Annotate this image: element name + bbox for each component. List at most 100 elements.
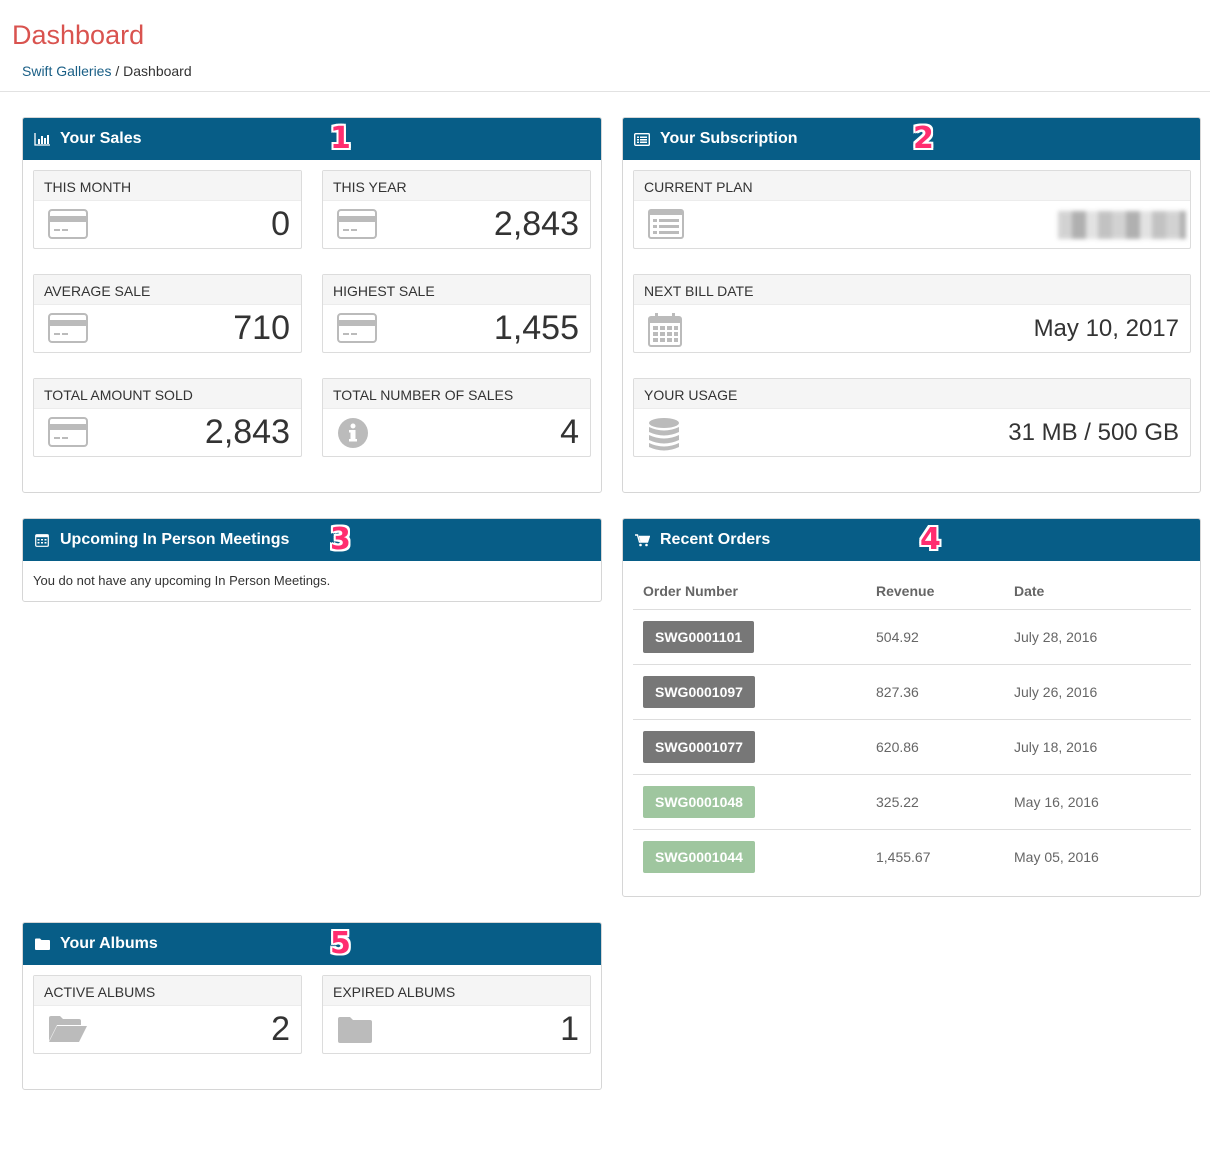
annotation-marker-3: 3 [330,522,351,557]
column-header-order-number: Order Number [633,583,866,610]
albums-panel: Your Albums 5 ACTIVE ALBUMS 2 EXPIRED AL… [22,922,602,1090]
info-circle-icon [337,417,369,454]
annotation-marker-1: 1 [330,121,351,156]
list-alt-icon [648,209,684,244]
folder-icon [337,1014,373,1049]
calendar-icon [34,533,50,547]
meetings-panel: Upcoming In Person Meetings 3 You do not… [22,518,602,602]
column-header-date: Date [1004,583,1191,610]
table-row: SWG0001044 1,455.67 May 05, 2016 [633,829,1191,884]
stat-this-month: THIS MONTH 0 [33,170,302,249]
stat-label: TOTAL NUMBER OF SALES [323,379,590,409]
sales-panel: Your Sales 1 THIS MONTH 0 THIS YEAR 2,84… [22,117,602,493]
stat-label: AVERAGE SALE [34,275,301,305]
stat-label: ACTIVE ALBUMS [34,976,301,1006]
orders-table: Order Number Revenue Date SWG0001101 504… [633,583,1191,884]
annotation-marker-2: 2 [913,121,934,156]
order-date: July 28, 2016 [1004,609,1191,665]
subscription-panel: Your Subscription 2 CURRENT PLAN NEXT BI… [622,117,1201,493]
order-revenue: 504.92 [866,609,1004,665]
order-date: May 05, 2016 [1014,848,1099,865]
stat-your-usage: YOUR USAGE 31 MB / 500 GB [633,378,1191,457]
albums-panel-header: Your Albums 5 [23,923,601,965]
credit-card-icon [48,417,88,452]
credit-card-icon [337,313,377,348]
orders-panel-title: Recent Orders [660,531,771,548]
bar-chart-icon [34,132,50,146]
column-header-revenue: Revenue [866,583,1004,610]
meetings-panel-title: Upcoming In Person Meetings [60,531,290,548]
meetings-panel-header: Upcoming In Person Meetings 3 [23,519,601,561]
order-date: July 26, 2016 [1004,664,1191,720]
breadcrumb-link-home[interactable]: Swift Galleries [22,63,112,79]
stat-value: 31 MB / 500 GB [1008,419,1179,446]
breadcrumb-current: Dashboard [123,63,192,79]
stat-label: TOTAL AMOUNT SOLD [34,379,301,409]
order-number-button[interactable]: SWG0001048 [643,785,755,818]
redacted-plan-value [1058,211,1186,239]
stat-value: 0 [271,205,290,243]
order-revenue: 827.36 [866,664,1004,720]
sales-panel-title: Your Sales [60,130,142,147]
folder-icon [34,937,50,951]
orders-table-header-row: Order Number Revenue Date [633,583,1191,610]
order-revenue: 1,455.67 [876,848,931,865]
order-number-button[interactable]: SWG0001101 [643,620,755,653]
stat-label: EXPIRED ALBUMS [323,976,590,1006]
credit-card-icon [48,209,88,244]
table-row: SWG0001097 827.36 July 26, 2016 [633,664,1191,720]
stat-current-plan: CURRENT PLAN [633,170,1191,249]
stat-value: 4 [560,413,579,451]
calendar-icon [648,313,682,352]
stat-total-number-of-sales: TOTAL NUMBER OF SALES 4 [322,378,591,457]
stat-label: THIS YEAR [323,171,590,201]
breadcrumb: Swift Galleries / Dashboard [22,63,192,79]
order-number-button[interactable]: SWG0001097 [643,675,755,708]
credit-card-icon [337,209,377,244]
stat-value: 1 [560,1010,579,1048]
stat-value: May 10, 2017 [1033,315,1179,342]
database-icon [648,417,680,458]
albums-panel-title: Your Albums [60,935,158,952]
stat-this-year: THIS YEAR 2,843 [322,170,591,249]
table-row: SWG0001077 620.86 July 18, 2016 [633,719,1191,775]
table-row: SWG0001101 504.92 July 28, 2016 [633,609,1191,665]
stat-highest-sale: HIGHEST SALE 1,455 [322,274,591,353]
order-number-button[interactable]: SWG0001077 [643,730,755,763]
stat-next-bill-date: NEXT BILL DATE May 10, 2017 [633,274,1191,353]
credit-card-icon [48,313,88,348]
breadcrumb-separator: / [111,63,124,79]
stat-value: 2,843 [493,205,579,243]
subscription-panel-title: Your Subscription [660,130,798,147]
stat-label: CURRENT PLAN [634,171,1190,201]
sales-panel-header: Your Sales 1 [23,118,601,160]
stat-active-albums: ACTIVE ALBUMS 2 [33,975,302,1054]
stat-value: 2 [271,1010,290,1048]
stat-value: 1,455 [493,309,579,347]
stat-total-amount-sold: TOTAL AMOUNT SOLD 2,843 [33,378,302,457]
stat-value: 710 [233,309,290,347]
stat-expired-albums: EXPIRED ALBUMS 1 [322,975,591,1054]
stat-label: THIS MONTH [34,171,301,201]
shopping-cart-icon [634,533,650,547]
annotation-marker-5: 5 [330,926,351,961]
order-revenue: 620.86 [866,719,1004,775]
page-title: Dashboard [12,20,145,50]
header-divider [0,91,1210,92]
orders-panel-header: Recent Orders 4 [623,519,1200,561]
orders-panel: Recent Orders 4 Order Number Revenue Dat… [622,518,1201,897]
stat-average-sale: AVERAGE SALE 710 [33,274,302,353]
subscription-panel-header: Your Subscription 2 [623,118,1200,160]
order-number-button[interactable]: SWG0001044 [643,840,755,873]
folder-open-icon [48,1014,88,1049]
stat-label: YOUR USAGE [634,379,1190,409]
meetings-empty-message: You do not have any upcoming In Person M… [33,573,331,588]
annotation-marker-4: 4 [920,522,941,557]
stat-label: NEXT BILL DATE [634,275,1190,305]
order-revenue: 325.22 [866,774,1004,830]
order-date: July 18, 2016 [1004,719,1191,775]
table-row: SWG0001048 325.22 May 16, 2016 [633,774,1191,830]
stat-value: 2,843 [204,413,290,451]
stat-label: HIGHEST SALE [323,275,590,305]
list-alt-icon [634,132,650,146]
